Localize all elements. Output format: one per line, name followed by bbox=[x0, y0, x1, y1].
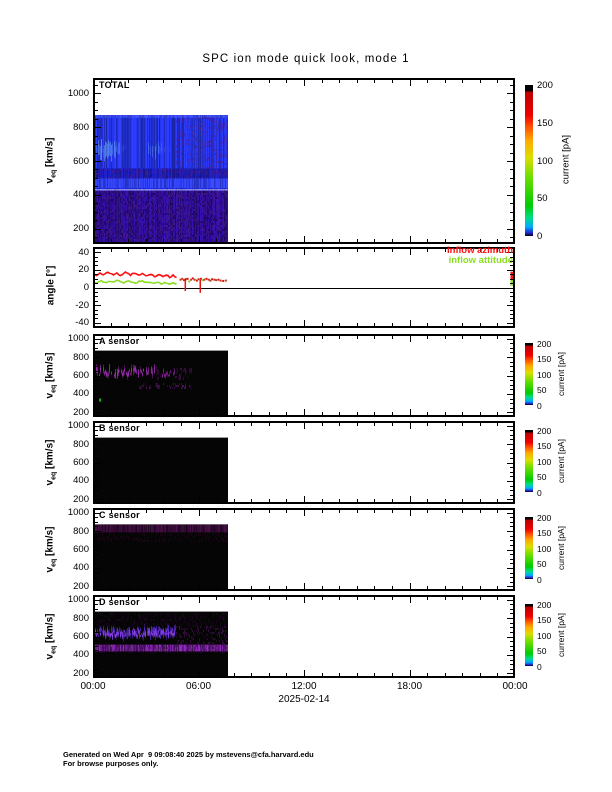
x-tick-0600: 06:00 bbox=[185, 681, 212, 692]
y-tick-label-a-600: 600 bbox=[73, 370, 89, 381]
date-label: 2025-02-14 bbox=[278, 694, 330, 705]
b-sensor-spectrogram-canvas bbox=[93, 421, 515, 504]
colorbar-c-sensor bbox=[525, 517, 533, 579]
colorbar-tick-a-0: 0 bbox=[537, 400, 542, 411]
colorbar-tick-b-100: 100 bbox=[537, 456, 552, 467]
page-title: SPC ion mode quick look, mode 1 bbox=[202, 53, 410, 65]
colorbar-tick-a-150: 150 bbox=[537, 354, 552, 364]
legend-inflow-attitude: inflow attitude bbox=[448, 255, 513, 266]
colorbar-tick-b-200: 200 bbox=[537, 425, 552, 436]
colorbar-total bbox=[525, 85, 533, 236]
y-tick-label-a-200: 200 bbox=[73, 406, 89, 418]
colorbar-title-d: current [pA] bbox=[556, 613, 566, 657]
colorbar-tick-b-0: 0 bbox=[537, 487, 542, 498]
y-tick-label-d-400: 400 bbox=[73, 649, 89, 661]
y-tick-label-total-200: 200 bbox=[73, 223, 89, 235]
y-tick-label-total-400: 400 bbox=[73, 189, 89, 201]
colorbar-title-total: current [pA] bbox=[560, 134, 572, 185]
y-tick-label-d-200: 200 bbox=[73, 667, 89, 679]
colorbar-title-a: current [pA] bbox=[556, 352, 566, 396]
colorbar-title-b: current [pA] bbox=[556, 439, 566, 483]
y-tick-label-d-1000: 1000 bbox=[67, 594, 89, 606]
y-tick-label-angle--20: -20 bbox=[75, 299, 89, 311]
colorbar-tick-c-50: 50 bbox=[537, 559, 547, 569]
footer-browse-line: For browse purposes only. bbox=[63, 758, 159, 768]
y-tick-label-c-1000: 1000 bbox=[67, 507, 89, 519]
y-tick-label-total-800: 800 bbox=[73, 121, 89, 133]
d-sensor-spectrogram-canvas bbox=[93, 595, 515, 678]
x-tick-1800: 18:00 bbox=[396, 681, 423, 692]
colorbar-title-c: current [pA] bbox=[556, 526, 566, 570]
colorbar-tick-total-100: 100 bbox=[537, 155, 553, 167]
c-sensor-spectrogram-canvas bbox=[93, 508, 515, 591]
total-spectrogram-canvas bbox=[93, 78, 515, 244]
colorbar-tick-a-200: 200 bbox=[537, 338, 552, 349]
y-tick-label-a-1000: 1000 bbox=[67, 333, 89, 345]
panel-title-total: TOTAL bbox=[99, 80, 130, 90]
y-tick-label-angle-0: 0 bbox=[83, 282, 89, 293]
colorbar-tick-total-200: 200 bbox=[537, 80, 553, 91]
colorbar-a-sensor bbox=[525, 343, 533, 405]
panel-title-c-sensor: C sensor bbox=[99, 510, 140, 520]
x-tick-0000-left: 00:00 bbox=[80, 681, 106, 692]
colorbar-tick-c-200: 200 bbox=[537, 512, 552, 523]
legend-inflow-azimuth: inflow azimuth bbox=[447, 245, 513, 256]
colorbar-tick-d-50: 50 bbox=[537, 646, 547, 656]
colorbar-tick-c-0: 0 bbox=[537, 574, 542, 585]
y-tick-label-total-600: 600 bbox=[73, 155, 89, 167]
y-tick-label-d-600: 600 bbox=[73, 631, 89, 642]
panel-title-a-sensor: A sensor bbox=[99, 336, 140, 346]
y-tick-label-b-200: 200 bbox=[73, 493, 89, 505]
colorbar-tick-c-150: 150 bbox=[537, 528, 552, 538]
x-tick-1200: 12:00 bbox=[291, 681, 317, 692]
y-tick-label-angle-40: 40 bbox=[78, 246, 89, 258]
colorbar-tick-b-50: 50 bbox=[537, 472, 547, 482]
y-tick-label-d-800: 800 bbox=[73, 612, 89, 624]
angle-line-plot-canvas bbox=[93, 247, 515, 328]
y-tick-label-c-800: 800 bbox=[73, 525, 89, 537]
colorbar-tick-b-150: 150 bbox=[537, 441, 552, 451]
colorbar-tick-a-100: 100 bbox=[537, 369, 552, 380]
colorbar-d-sensor bbox=[525, 604, 533, 666]
y-tick-label-b-1000: 1000 bbox=[67, 420, 89, 432]
colorbar-tick-total-150: 150 bbox=[537, 117, 553, 129]
y-tick-label-a-400: 400 bbox=[73, 388, 89, 400]
y-tick-label-angle-20: 20 bbox=[78, 264, 89, 276]
y-tick-label-c-600: 600 bbox=[73, 544, 89, 555]
colorbar-tick-d-0: 0 bbox=[537, 661, 542, 672]
y-tick-label-total-1000: 1000 bbox=[67, 87, 89, 99]
colorbar-tick-d-100: 100 bbox=[537, 630, 552, 641]
footer-generated-line: Generated on Wed Apr 9 09:08:40 2025 by … bbox=[63, 750, 314, 759]
colorbar-tick-d-200: 200 bbox=[537, 599, 552, 610]
colorbar-tick-c-100: 100 bbox=[537, 543, 552, 554]
y-tick-label-b-400: 400 bbox=[73, 475, 89, 487]
colorbar-tick-d-150: 150 bbox=[537, 615, 552, 625]
y-tick-label-a-800: 800 bbox=[73, 351, 89, 363]
panel-title-b-sensor: B sensor bbox=[99, 423, 140, 433]
y-tick-label-c-400: 400 bbox=[73, 562, 89, 574]
colorbar-tick-a-50: 50 bbox=[537, 385, 547, 395]
colorbar-tick-total-50: 50 bbox=[537, 193, 548, 205]
y-tick-label-angle--40: -40 bbox=[75, 317, 89, 329]
y-tick-label-b-800: 800 bbox=[73, 438, 89, 450]
a-sensor-spectrogram-canvas bbox=[93, 334, 515, 417]
colorbar-b-sensor bbox=[525, 430, 533, 492]
y-tick-label-c-200: 200 bbox=[73, 580, 89, 592]
x-tick-0000-right: 00:00 bbox=[502, 681, 528, 692]
y-tick-label-b-600: 600 bbox=[73, 457, 89, 468]
panel-title-d-sensor: D sensor bbox=[99, 597, 140, 607]
colorbar-tick-total-0: 0 bbox=[537, 231, 543, 242]
